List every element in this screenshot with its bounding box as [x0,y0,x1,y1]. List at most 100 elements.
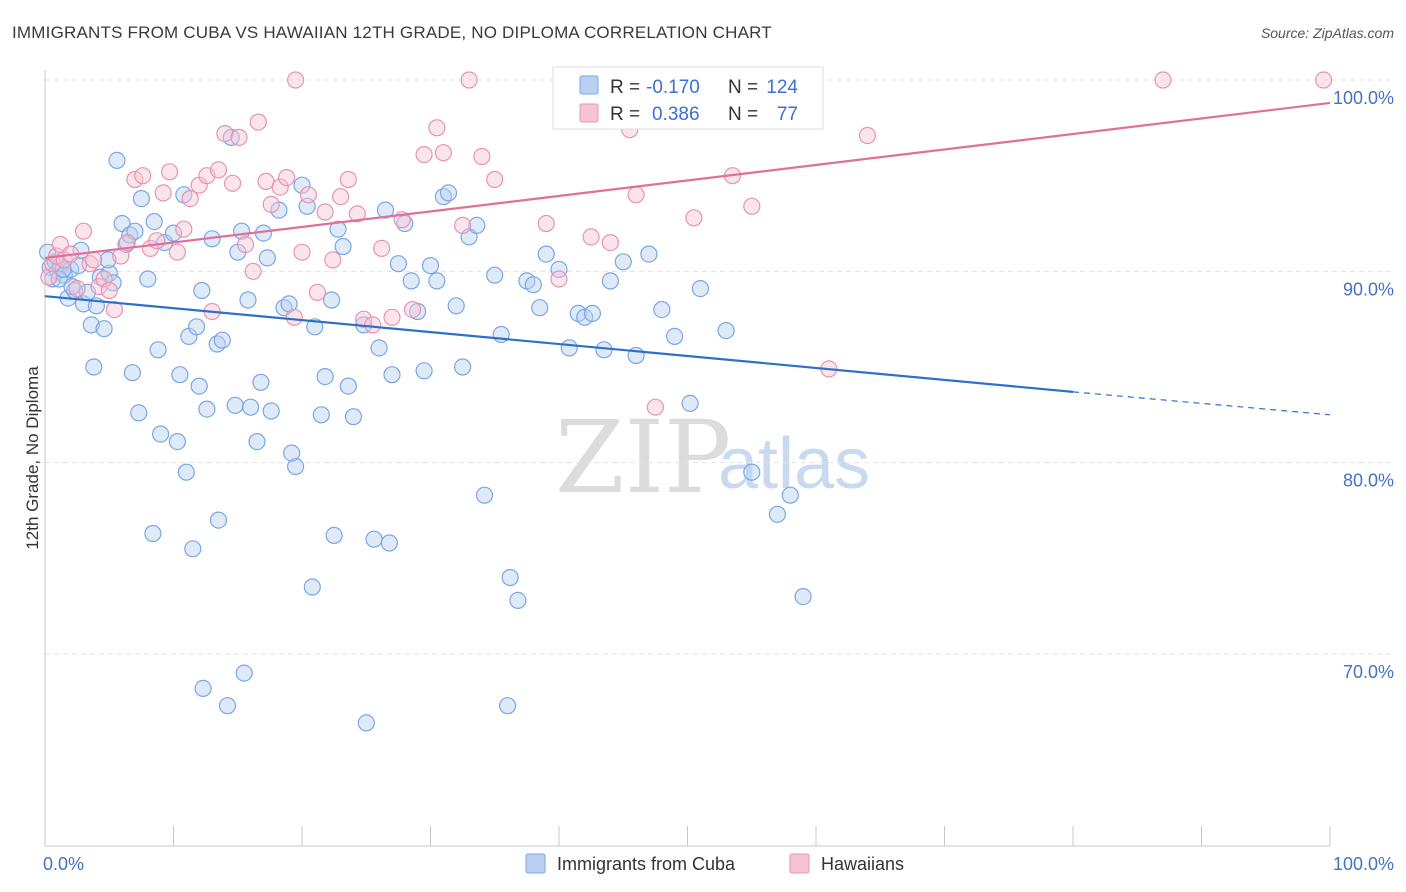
scatter-point [262,195,280,213]
y-tick-label: 70.0% [1343,662,1394,682]
scatter-point [325,526,343,545]
scatter-point [524,276,542,294]
scatter-point [717,322,735,340]
scatter-point [193,281,211,300]
scatter-point [188,318,206,336]
y-axis-label: 12th Grade, No Diploma [23,366,42,550]
scatter-point [130,404,148,422]
scatter-point [509,591,527,610]
scatter-point [85,251,103,269]
scatter-point [389,255,407,273]
scatter-point [108,151,126,169]
scatter-point [768,505,787,523]
scatter-point [258,249,276,267]
scatter-point [339,377,357,395]
scatter-point [421,257,440,275]
scatter-point [576,308,594,326]
legend-r-value-hawaiians: 0.386 [652,104,700,125]
scatter-point [323,291,341,309]
scatter-point [428,119,446,137]
scatter-point [154,184,172,202]
scatter-point [329,220,347,238]
scatter-point [434,144,452,162]
bottom-legend-swatch-hawaiians [789,853,810,874]
scatter-point [218,697,237,715]
legend-swatch-cuba [579,75,599,95]
scatter-point [126,170,144,189]
scatter-point [560,339,578,357]
y-tick-labels: 70.0% 80.0% 90.0% 100.0% [1333,88,1394,682]
scatter-point [236,235,255,254]
scatter-point [316,203,334,221]
scatter-point [415,362,433,380]
scatter-point [271,178,289,196]
scatter-point [454,216,472,234]
scatter-point [583,304,602,322]
scatter-point [149,341,167,359]
scatter-point [627,186,645,204]
legend-r-value-cuba: -0.170 [646,77,700,98]
scatter-point [230,128,248,146]
scatter-point [257,172,275,190]
scatter-point [486,170,504,189]
scatter-point [171,366,189,384]
scatter-point [235,664,253,682]
watermark-zip: ZIP [555,399,731,516]
scatter-point [226,396,244,414]
legend-n-value-hawaiians: 77 [777,104,798,125]
y-tick-label: 80.0% [1343,471,1394,491]
trend-lines [44,101,1331,416]
scatter-point [312,406,330,424]
scatter-point [164,224,183,242]
series-hawaiians-points [40,71,1333,416]
scatter-point [82,316,100,334]
scatter-point [339,170,357,189]
scatter-point [439,184,458,202]
legend-r-label-hawaiians: R = [610,104,640,125]
y-tick-label: 100.0% [1333,88,1394,108]
scatter-point [242,398,260,416]
scatter-point [550,260,568,278]
scatter-point [177,463,195,481]
scatter-point [781,486,799,504]
scatter-point [402,272,420,290]
scatter-point [134,167,152,185]
scatter-point [344,408,362,426]
scatter-point [460,71,478,89]
scatter-point [99,251,117,269]
scatter-point [794,587,812,606]
scatter-point [316,368,334,386]
scatter-point [380,534,398,552]
scatter-point [501,568,519,587]
scatter-point [348,205,366,223]
scatter-point [100,281,118,300]
scatter-point [306,318,324,336]
scatter-point [287,71,305,89]
scatter-point [175,220,193,238]
scatter-point [373,239,391,257]
scatter-point [144,524,162,543]
scatter-point [473,147,491,166]
scatter-point [287,457,305,476]
scatter-point [74,222,93,240]
chart-title: IMMIGRANTS FROM CUBA VS HAWAIIAN 12TH GR… [12,23,772,42]
scatter-point [550,270,568,288]
scatter-point [293,243,311,261]
scatter-point [198,400,216,418]
scatter-point [486,266,504,284]
scatter-point [376,201,395,219]
watermark-atlas: atlas [718,424,870,504]
scatter-point [184,540,202,558]
legend-n-value-cuba: 124 [766,77,798,98]
scatter-point [299,186,317,204]
scatter-point [278,169,296,187]
scatter-point [85,358,103,376]
scatter-point [537,214,555,233]
scatter-point [148,232,166,250]
scatter-point [858,126,877,145]
scatter-point [365,530,383,548]
scatter-point [308,283,326,301]
scatter-point [691,280,710,298]
x-tick-label-max: 100.0% [1333,854,1394,874]
scatter-point [181,190,199,208]
